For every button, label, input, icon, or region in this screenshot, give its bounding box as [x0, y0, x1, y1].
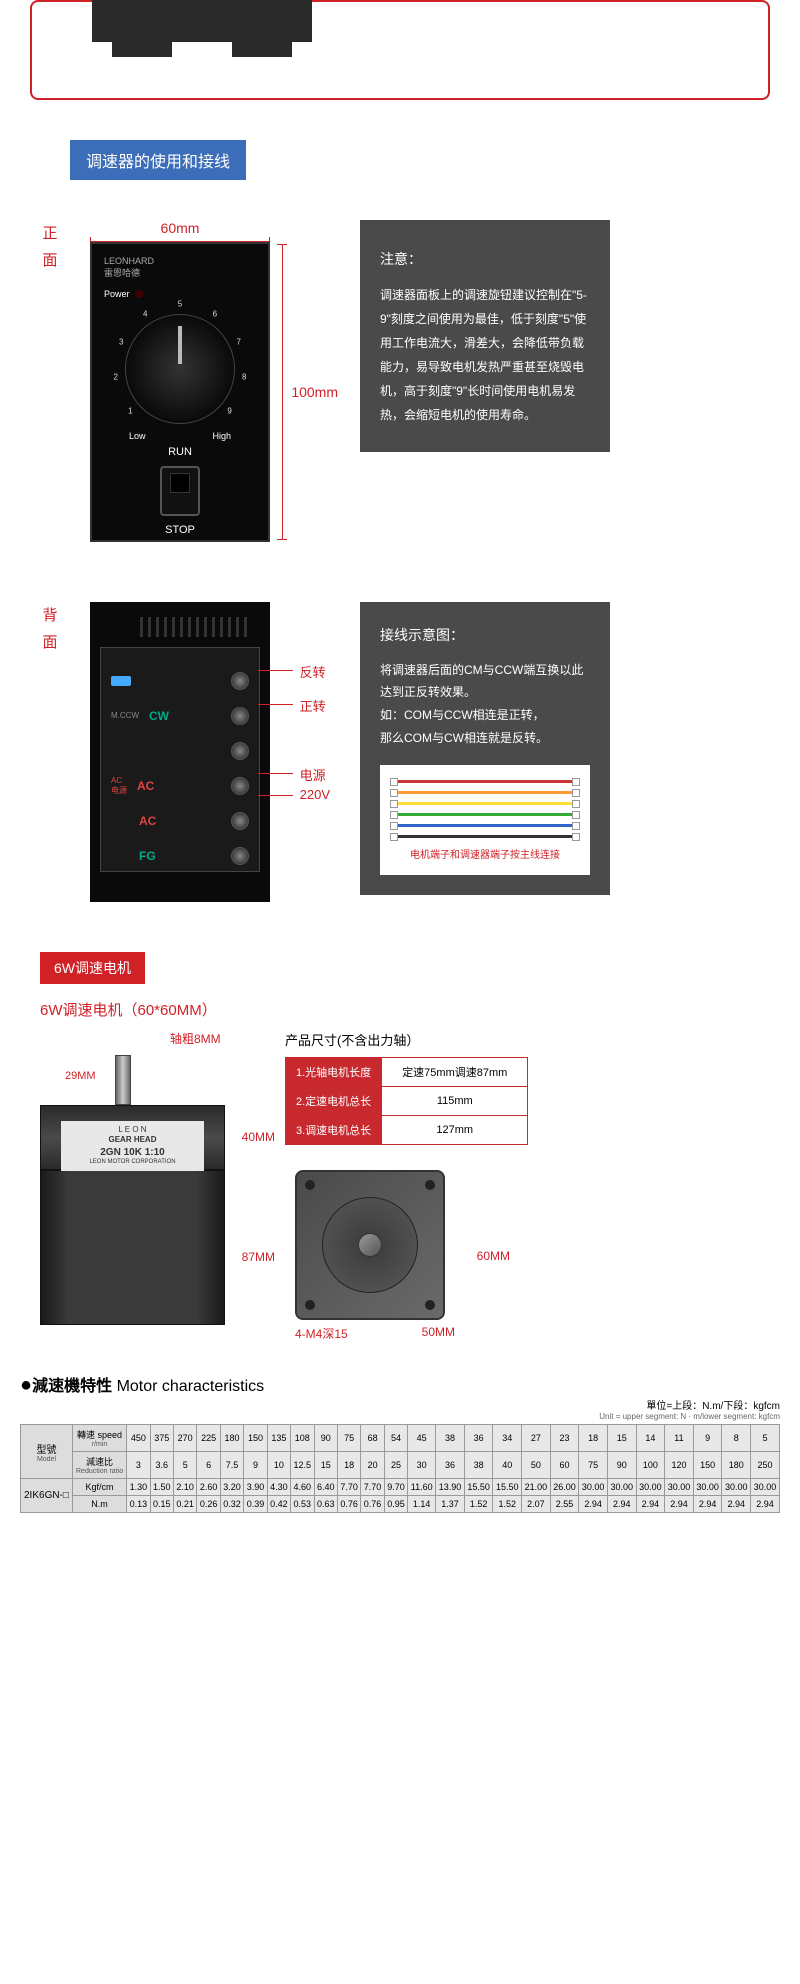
run-stop-switch: [160, 466, 200, 516]
screw-icon: [231, 672, 249, 690]
front-label: 正 面: [30, 220, 70, 274]
section-header: 调速器的使用和接线: [70, 140, 246, 180]
terminal-block: M.CCWCW AC电源AC AC FG: [100, 647, 260, 872]
wiring-diagram: 电机端子和调速器端子按主线连接: [380, 765, 590, 875]
screw-icon: [231, 707, 249, 725]
spec-value: 115mm: [382, 1087, 528, 1116]
bolt-icon: [425, 1300, 435, 1310]
shaft-thickness-label: 轴粗8MM: [170, 1030, 221, 1047]
controller-wrap: 60mm LEONHARD 雷恩哈德 Power 123456789 Low H…: [90, 220, 270, 542]
spec-label: 1.光轴电机长度: [286, 1058, 382, 1087]
top-frame: [30, 0, 770, 100]
char-title: ●減速機特性 Motor characteristics: [20, 1372, 780, 1397]
vent-icon: [140, 617, 250, 637]
notice-title: 注意：: [380, 245, 590, 273]
motor-silhouette: [92, 0, 312, 42]
spec-value: 定速75mm调速87mm: [382, 1058, 528, 1087]
gearbox-nameplate: L E O N GEAR HEAD 2GN 10K 1:10 LEON MOTO…: [61, 1121, 204, 1171]
motor-face-view: 60MM 4-M4深15 50MM: [285, 1170, 465, 1342]
spec-label: 2.定速电机总长: [286, 1087, 382, 1116]
gearbox: L E O N GEAR HEAD 2GN 10K 1:10 LEON MOTO…: [40, 1105, 225, 1170]
motor-title: 6W调速电机（60*60MM）: [40, 999, 800, 1020]
red-header: 6W调速电机: [40, 952, 145, 984]
wiring-direction-labels: 反转 正转 电源 220V: [288, 662, 330, 817]
face-bolt-note: 4-M4深15: [295, 1325, 348, 1342]
notice-box: 注意： 调速器面板上的调速旋钮建议控制在"5-9"刻度之间使用为最佳，低于刻度"…: [360, 220, 610, 452]
power-label-2: 220V: [288, 787, 330, 802]
reverse-label: 反转: [288, 662, 330, 681]
bolt-icon: [305, 1300, 315, 1310]
connector-icon: [111, 676, 131, 686]
motor-side-view: 轴粗8MM 29MM L E O N GEAR HEAD 2GN 10K 1:1…: [40, 1030, 225, 1342]
characteristics-section: ●減速機特性 Motor characteristics 單位=上段：N.m/下…: [20, 1372, 780, 1513]
bolt-icon: [305, 1180, 315, 1190]
characteristics-table: 型號Model轉速 speedr/min45037527022518015013…: [20, 1424, 780, 1513]
brand-label: LEONHARD: [104, 256, 256, 266]
dial-marks: 123456789: [108, 297, 252, 441]
stop-label: STOP: [104, 524, 256, 536]
wiring-info-box: 接线示意图： 将调速器后面的CM与CCW端互换以此达到正反转效果。 如：COM与…: [360, 602, 610, 895]
fg-label: FG: [139, 849, 156, 863]
screw-icon: [231, 847, 249, 865]
wiring-body: 将调速器后面的CM与CCW端互换以此达到正反转效果。 如：COM与CCW相连是正…: [380, 659, 590, 750]
section-speed-controller: 调速器的使用和接线 正 面 60mm LEONHARD 雷恩哈德 Power 1…: [0, 100, 800, 922]
speed-dial: 123456789: [125, 314, 235, 424]
wiring-title: 接线示意图：: [380, 622, 590, 649]
motor-body: [40, 1170, 225, 1325]
width-dim: 60mm: [90, 220, 270, 236]
speed-controller-front: LEONHARD 雷恩哈德 Power 123456789 Low High R…: [90, 242, 270, 542]
dim-40mm: 40MM: [242, 1130, 275, 1144]
speed-controller-back: M.CCWCW AC电源AC AC FG: [90, 602, 270, 902]
spec-title: 产品尺寸(不含出力轴）: [285, 1030, 800, 1049]
notice-body: 调速器面板上的调速旋钮建议控制在"5-9"刻度之间使用为最佳，低于刻度"5"使用…: [380, 283, 590, 427]
ac-label-2: AC: [139, 814, 156, 828]
back-label: 背 面: [30, 602, 70, 656]
motor-face: [295, 1170, 445, 1320]
back-view-row: 背 面 M.CCWCW AC电源AC AC FG 反转 正转 电源: [30, 602, 770, 902]
face-dim-50: 50MM: [422, 1325, 455, 1342]
screw-icon: [231, 812, 249, 830]
brand-cn: 雷恩哈德: [104, 266, 256, 279]
height-dim: 100mm: [291, 384, 338, 400]
cw-label: CW: [149, 709, 169, 723]
bolt-icon: [425, 1180, 435, 1190]
power-label-1: 电源: [288, 765, 330, 784]
face-dim-60: 60MM: [477, 1249, 510, 1263]
screw-icon: [231, 742, 249, 760]
spec-value: 127mm: [382, 1116, 528, 1145]
screw-icon: [231, 777, 249, 795]
wire-caption: 电机端子和调速器端子按主线连接: [390, 846, 580, 865]
center-shaft-icon: [358, 1233, 382, 1257]
motor-shaft: [115, 1055, 131, 1105]
spec-table: 1.光轴电机长度定速75mm调速87mm2.定速电机总长115mm3.调速电机总…: [285, 1057, 528, 1145]
section-6w-motor: 6W调速电机 6W调速电机（60*60MM） 轴粗8MM 29MM L E O …: [0, 922, 800, 1342]
spec-label: 3.调速电机总长: [286, 1116, 382, 1145]
speed-control-label: SPEED CONTROL: [104, 540, 256, 574]
run-label: RUN: [104, 446, 256, 458]
front-view-row: 正 面 60mm LEONHARD 雷恩哈德 Power 123456789 L…: [30, 220, 770, 542]
forward-label: 正转: [288, 696, 330, 715]
ac-label: AC: [137, 779, 154, 793]
spec-section: 产品尺寸(不含出力轴） 1.光轴电机长度定速75mm调速87mm2.定速电机总长…: [285, 1030, 800, 1342]
dim-line-v: [282, 244, 283, 540]
dim-87mm: 87MM: [242, 1250, 275, 1264]
dim-29mm: 29MM: [65, 1070, 96, 1082]
unit-note: 單位=上段：N.m/下段：kgfcm Unit = upper segment:…: [20, 1397, 780, 1421]
